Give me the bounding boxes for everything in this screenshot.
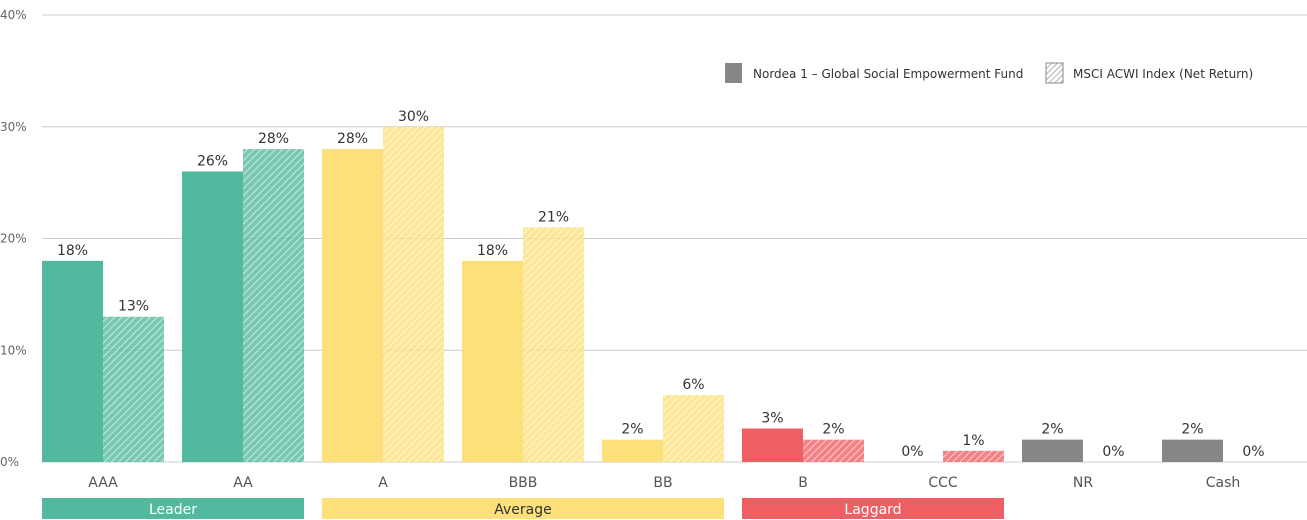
legend-swatch-fund: [725, 63, 742, 83]
value-labels: 18% 13% 26% 28% 28% 30% 18% 21% 2% 6% 3% 2% 0% 1% 2% 0%…: [57, 109, 1265, 460]
value-label: 18%: [477, 243, 508, 259]
legend-swatch-index: [1045, 62, 1064, 84]
value-label: 2%: [1041, 422, 1063, 438]
value-label: 30%: [398, 109, 429, 125]
group-label-average: Average: [494, 502, 552, 518]
bar-index-b: [803, 439, 864, 462]
bar-index-ccc: [943, 450, 1004, 462]
value-label: 13%: [118, 299, 149, 315]
value-label: 2%: [621, 422, 643, 438]
value-label: 28%: [337, 131, 368, 147]
bar-fund-nr: [1022, 439, 1083, 462]
bar-fund-aa: [182, 171, 243, 462]
value-label: 3%: [761, 410, 783, 426]
value-label: 26%: [197, 153, 228, 169]
x-axis: AAA AA A BBB BB B CCC NR Cash: [88, 475, 1240, 491]
legend: Nordea 1 – Global Social Empowerment Fun…: [725, 62, 1253, 84]
bar-index-a: [383, 126, 444, 462]
bar-fund-bbb: [462, 260, 523, 462]
group-label-leader: Leader: [149, 502, 197, 518]
x-tick-label: BBB: [509, 475, 538, 491]
group-band-laggard: [742, 498, 1004, 519]
x-tick-label: CCC: [928, 475, 958, 491]
x-tick-label: AAA: [88, 475, 118, 491]
bar-fund-cash: [1162, 439, 1223, 462]
value-label: 2%: [822, 422, 844, 438]
value-label: 0%: [901, 444, 923, 460]
x-tick-label: Cash: [1206, 475, 1241, 491]
bar-index-bbb: [523, 227, 584, 462]
bar-index-aaa: [103, 316, 164, 462]
x-tick-label: B: [798, 475, 808, 491]
value-label: 28%: [258, 131, 289, 147]
bar-index-aa: [243, 149, 304, 462]
group-label-laggard: Laggard: [844, 502, 901, 518]
y-tick-label: 30%: [0, 120, 27, 134]
legend-label-index: MSCI ACWI Index (Net Return): [1073, 67, 1253, 81]
value-label: 0%: [1102, 444, 1124, 460]
x-tick-label: NR: [1073, 475, 1093, 491]
bar-fund-a: [322, 149, 383, 462]
value-label: 2%: [1181, 422, 1203, 438]
group-band-leader: [42, 498, 304, 519]
value-label: 18%: [57, 243, 88, 259]
y-axis: 0% 10% 20% 30% 40%: [0, 8, 27, 469]
value-label: 0%: [1242, 444, 1264, 460]
y-tick-label: 10%: [0, 343, 27, 357]
legend-label-fund: Nordea 1 – Global Social Empowerment Fun…: [753, 67, 1023, 81]
y-tick-label: 40%: [0, 8, 27, 22]
rating-groups: Leader Average Laggard: [42, 498, 1004, 519]
y-tick-label: 20%: [0, 232, 27, 246]
bar-index-bb: [663, 394, 724, 462]
x-tick-label: A: [378, 475, 388, 491]
x-tick-label: BB: [653, 475, 672, 491]
value-label: 21%: [538, 209, 569, 225]
value-label: 1%: [962, 433, 984, 449]
bar-fund-b: [742, 428, 803, 462]
bar-fund-aaa: [42, 260, 103, 462]
y-tick-label: 0%: [0, 455, 19, 469]
group-band-average: [322, 498, 724, 519]
bar-fund-bb: [602, 439, 663, 462]
x-tick-label: AA: [233, 475, 253, 491]
value-label: 6%: [682, 377, 704, 393]
bars: [42, 126, 1223, 462]
